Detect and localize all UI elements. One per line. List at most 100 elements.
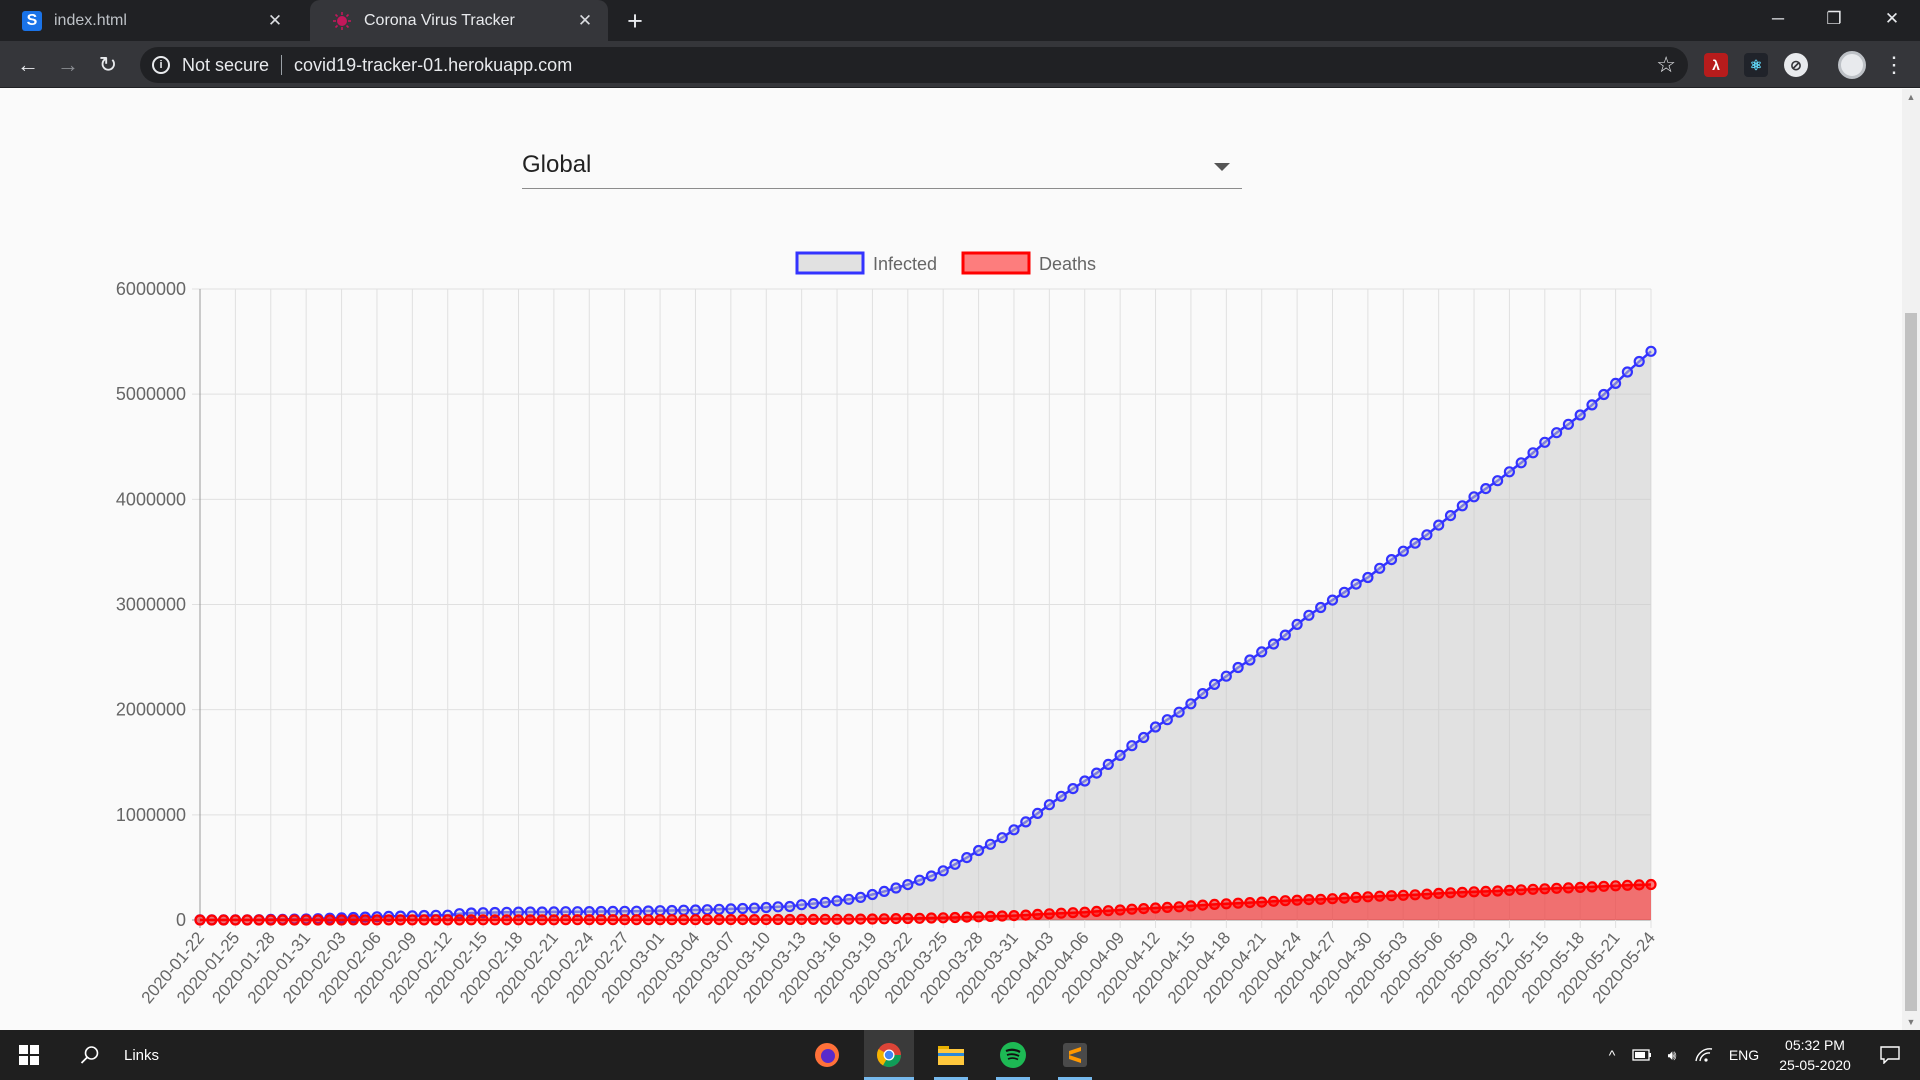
info-icon[interactable]: i: [152, 56, 170, 74]
infected-point: [807, 897, 820, 910]
infected-point: [1197, 687, 1209, 700]
profile-avatar[interactable]: [1838, 51, 1866, 79]
scroll-down-arrow-icon[interactable]: ▼: [1906, 1017, 1916, 1027]
search-button[interactable]: [72, 1030, 108, 1080]
react-devtools-icon[interactable]: ⚛: [1744, 53, 1768, 77]
minimize-button[interactable]: ─: [1771, 9, 1785, 28]
infected-point: [1173, 706, 1185, 718]
block-extension-icon[interactable]: ⊘: [1784, 53, 1808, 77]
deaths-point: [1185, 900, 1197, 912]
spotify-taskbar-button[interactable]: [988, 1030, 1038, 1080]
close-window-button[interactable]: ✕: [1884, 9, 1900, 28]
infected-point: [784, 900, 796, 913]
infected-point: [1645, 345, 1657, 357]
deaths-point: [1244, 896, 1256, 909]
wifi-icon[interactable]: [1692, 1030, 1716, 1080]
language-indicator[interactable]: ENG: [1728, 1047, 1760, 1063]
deaths-point: [1562, 882, 1575, 894]
deaths-point: [1149, 902, 1162, 914]
deaths-point: [949, 911, 961, 924]
infected-point: [902, 878, 914, 891]
infected-point: [1256, 646, 1268, 658]
close-tab-icon[interactable]: ✕: [577, 10, 593, 30]
sublime-favicon-icon: S: [22, 10, 42, 31]
links-toolbar[interactable]: Links: [124, 1046, 160, 1064]
page-scrollbar[interactable]: ▲ ▼: [1902, 89, 1920, 1030]
deaths-line: [200, 883, 1652, 922]
tab-corona-virus-tracker[interactable]: Corona Virus Tracker ✕: [310, 0, 608, 41]
volume-icon[interactable]: 🔊︎: [1667, 1046, 1677, 1063]
infected-point: [1126, 740, 1138, 752]
infected-point: [1562, 418, 1575, 430]
bookmark-star-icon[interactable]: ☆: [1656, 52, 1676, 77]
infected-point: [1539, 436, 1551, 448]
reload-button[interactable]: ↻: [98, 52, 118, 77]
infected-point: [1491, 475, 1504, 487]
deaths-point: [288, 914, 300, 926]
sublime-text-taskbar-button[interactable]: [1050, 1030, 1100, 1080]
start-button[interactable]: [0, 1030, 58, 1080]
legend-swatch-infected: [795, 251, 865, 275]
show-hidden-icons-chevron[interactable]: ^: [1608, 1047, 1616, 1063]
country-select[interactable]: Global: [522, 141, 1242, 189]
deaths-point: [1385, 890, 1398, 902]
infected-point: [1232, 661, 1244, 674]
infected-line: [200, 350, 1652, 922]
legend-label-deaths: Deaths: [1039, 254, 1096, 274]
dropdown-arrow-icon[interactable]: [1214, 163, 1230, 171]
chrome-taskbar-button[interactable]: [864, 1030, 914, 1080]
legend-swatch-deaths: [961, 251, 1031, 275]
back-button[interactable]: ←: [17, 52, 39, 77]
deaths-point: [689, 914, 702, 926]
infected-point: [1055, 790, 1067, 802]
chart-labels: 6000000 5000000 4000000 3000000 2000000 10000…: [116, 279, 1659, 1007]
deaths-point: [1079, 906, 1091, 918]
taskbar-clock[interactable]: 05:32 PM 25-05-2020: [1765, 1035, 1865, 1075]
address-bar[interactable]: i Not secure covid19-tracker-01.herokuap…: [140, 47, 1688, 83]
deaths-points: [194, 878, 1657, 926]
deaths-point: [336, 914, 348, 926]
firefox-taskbar-button[interactable]: [802, 1030, 852, 1080]
deaths-point: [654, 914, 666, 926]
deaths-point: [1090, 905, 1103, 918]
action-center-icon[interactable]: [1866, 1030, 1914, 1080]
deaths-point: [890, 912, 902, 925]
url-text[interactable]: covid19-tracker-01.herokuapp.com: [294, 54, 573, 75]
deaths-point: [1362, 891, 1374, 903]
deaths-area: [200, 884, 1651, 920]
deaths-point: [1138, 902, 1150, 915]
deaths-point: [902, 912, 914, 925]
deaths-point: [1220, 898, 1232, 910]
forward-button[interactable]: →: [57, 52, 79, 77]
deaths-point: [1315, 893, 1327, 905]
deaths-point: [595, 914, 607, 926]
restore-button[interactable]: ❐: [1826, 9, 1842, 28]
file-explorer-taskbar-button[interactable]: [926, 1030, 976, 1080]
scroll-thumb[interactable]: [1905, 313, 1917, 1011]
new-tab-button[interactable]: +: [627, 5, 643, 36]
infected-point: [1220, 670, 1232, 682]
deaths-point: [1503, 884, 1516, 896]
close-tab-icon[interactable]: ✕: [267, 10, 283, 30]
deaths-point: [1374, 890, 1386, 902]
infected-point: [1621, 366, 1634, 378]
battery-icon[interactable]: [1630, 1030, 1654, 1080]
deaths-point: [359, 914, 371, 926]
deaths-point: [630, 914, 643, 926]
y-tick-label: 2000000: [116, 700, 186, 720]
browser-menu-icon[interactable]: ⋮: [1883, 52, 1905, 77]
tab-index-html[interactable]: S index.html ✕: [0, 0, 298, 41]
infected-point: [1468, 491, 1480, 503]
infected-point: [1433, 519, 1445, 531]
infected-point: [1527, 447, 1539, 459]
deaths-point: [795, 913, 808, 926]
deaths-point: [1161, 901, 1173, 914]
pdf-extension-icon[interactable]: λ: [1704, 53, 1728, 77]
country-select-value: Global: [522, 151, 592, 178]
deaths-point: [300, 914, 312, 926]
infected-point: [795, 899, 808, 911]
scroll-up-arrow-icon[interactable]: ▲: [1906, 92, 1916, 102]
deaths-point: [453, 914, 466, 926]
deaths-point: [465, 914, 477, 926]
deaths-point: [277, 914, 289, 926]
